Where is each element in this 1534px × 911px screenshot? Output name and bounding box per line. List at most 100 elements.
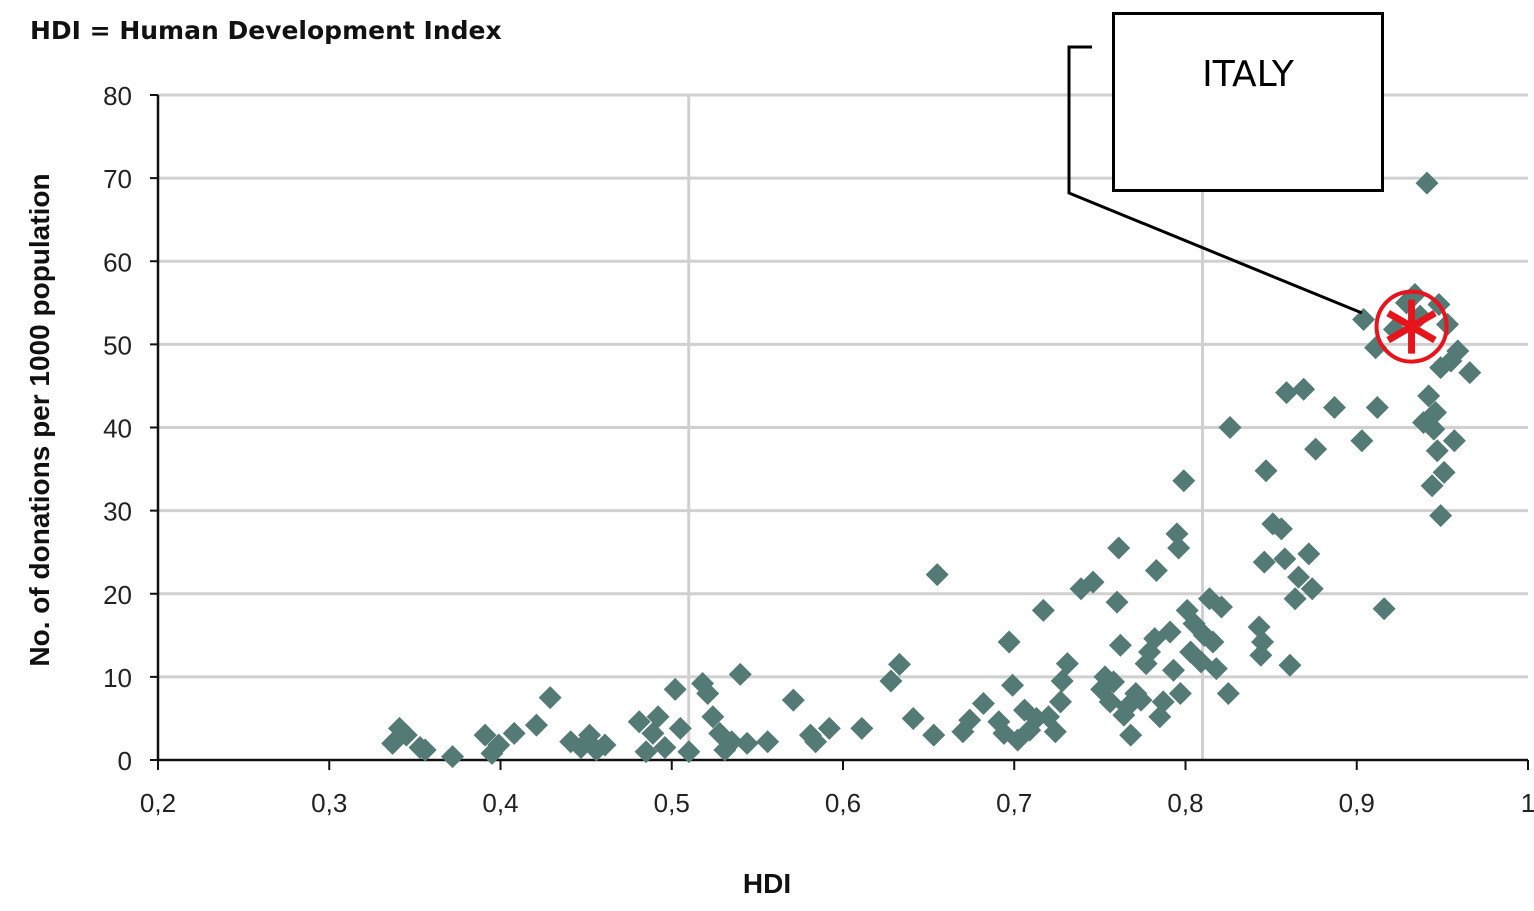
data-point	[441, 745, 465, 769]
data-point	[1365, 396, 1389, 420]
y-axis-title: No. of donations per 1000 population	[24, 173, 55, 667]
data-point	[879, 669, 903, 693]
chart-note: HDI = Human Development Index	[30, 16, 502, 45]
data-point	[1216, 682, 1240, 705]
y-tick-label: 40	[103, 414, 132, 444]
y-tick-label: 20	[103, 580, 132, 610]
x-tick-label: 0,3	[311, 788, 347, 818]
x-tick-label: 0,4	[482, 788, 518, 818]
data-point	[1273, 547, 1297, 571]
data-point	[1050, 669, 1074, 693]
data-point	[413, 738, 437, 762]
data-point	[1269, 517, 1293, 541]
data-point	[394, 723, 418, 747]
y-tick-label: 10	[103, 663, 132, 693]
x-tick-label: 0,5	[654, 788, 690, 818]
data-point	[1162, 658, 1186, 682]
data-points	[381, 171, 1482, 769]
y-tick-label: 80	[103, 81, 132, 111]
callout-connector	[1067, 45, 1363, 315]
data-point	[634, 740, 658, 764]
data-point	[524, 713, 548, 737]
data-point	[1429, 504, 1453, 528]
data-point	[1425, 439, 1449, 463]
data-point	[1102, 670, 1126, 694]
italy-highlight-circle	[1374, 289, 1449, 364]
data-point	[850, 716, 874, 740]
data-point	[1048, 690, 1072, 714]
data-point	[1254, 459, 1278, 483]
data-point	[728, 662, 752, 686]
data-point	[997, 630, 1021, 654]
data-point	[1158, 620, 1182, 644]
data-point	[1415, 171, 1439, 195]
data-point	[1144, 558, 1168, 582]
axes	[150, 94, 1529, 770]
callout-leader-line	[1067, 45, 1363, 315]
x-axis-title: HDI	[742, 868, 792, 899]
data-point	[1432, 460, 1456, 484]
data-point	[1172, 469, 1196, 493]
data-point	[1167, 536, 1191, 560]
data-point	[1006, 728, 1030, 752]
data-point	[1322, 396, 1346, 420]
data-point	[487, 733, 511, 757]
x-tick-label: 0,8	[1167, 788, 1203, 818]
data-point	[1247, 615, 1271, 639]
data-point	[1165, 522, 1189, 546]
data-point	[1204, 657, 1228, 681]
data-point	[1352, 307, 1376, 331]
data-point	[756, 730, 780, 754]
data-point	[593, 733, 617, 757]
data-point	[1201, 630, 1225, 654]
data-point	[1300, 577, 1324, 601]
y-tick-label: 60	[103, 247, 132, 277]
italy-callout-label: ITALY	[1202, 53, 1294, 95]
data-point	[1055, 652, 1079, 676]
data-point	[1287, 565, 1311, 589]
data-point	[1148, 705, 1172, 729]
data-point	[901, 706, 925, 730]
data-point	[1297, 542, 1321, 566]
italy-callout-box: ITALY	[1112, 12, 1384, 192]
data-point	[1420, 474, 1444, 498]
data-point	[1081, 570, 1105, 594]
data-point	[720, 730, 744, 754]
data-point	[1278, 653, 1302, 677]
y-tick-label: 50	[103, 330, 132, 360]
y-tick-label: 30	[103, 497, 132, 527]
data-point	[538, 686, 562, 710]
data-point	[502, 721, 526, 745]
x-tick-label: 0,9	[1339, 788, 1375, 818]
data-point	[958, 708, 982, 732]
data-point	[922, 723, 946, 747]
data-point	[627, 710, 651, 734]
italy-marker	[1374, 289, 1449, 364]
data-point	[1168, 682, 1192, 705]
data-point	[1129, 688, 1153, 712]
data-point	[735, 731, 759, 755]
data-point	[1107, 536, 1131, 560]
data-point	[696, 682, 720, 705]
data-point	[1446, 339, 1470, 363]
data-point	[1043, 720, 1067, 744]
data-point	[1108, 633, 1132, 657]
data-point	[1275, 381, 1299, 405]
data-point	[1422, 417, 1446, 441]
data-point	[1458, 361, 1482, 385]
data-point	[1251, 630, 1275, 654]
data-point	[971, 691, 995, 715]
tick-labels: 0 10 20 30 40 50 60 70 80 0,2 0,3 0,4 0,5 0,6 0,7 0,8 0,…	[103, 81, 1534, 818]
data-point	[1424, 401, 1448, 425]
data-point	[1304, 437, 1328, 461]
y-tick-label: 70	[103, 164, 132, 194]
data-point	[1252, 550, 1276, 574]
italy-asterisk-stroke	[1386, 310, 1437, 344]
grid-lines	[158, 93, 1528, 760]
data-point	[1001, 673, 1025, 697]
data-point	[1105, 590, 1129, 614]
data-point	[1350, 429, 1374, 453]
data-point	[663, 677, 687, 701]
data-point	[677, 740, 701, 764]
data-point	[817, 716, 841, 740]
